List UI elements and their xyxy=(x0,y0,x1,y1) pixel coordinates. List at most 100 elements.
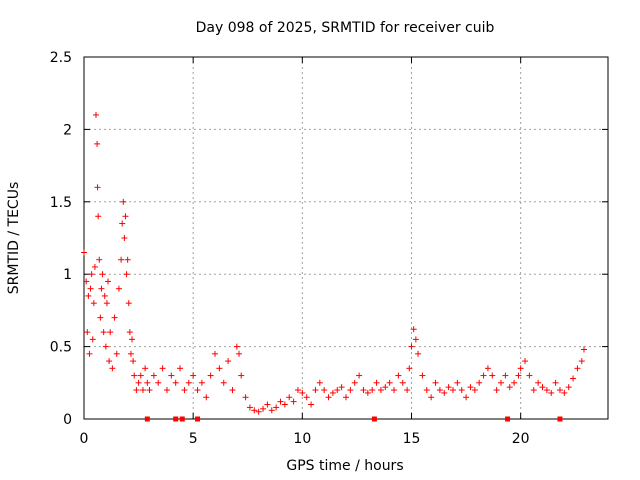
data-point xyxy=(570,375,577,382)
data-point xyxy=(502,372,509,379)
data-point xyxy=(436,387,443,394)
data-point xyxy=(535,379,542,386)
data-point xyxy=(89,336,96,343)
data-point xyxy=(242,394,249,401)
x-tick-labels: 0 5 10 15 20 xyxy=(80,431,530,447)
data-point xyxy=(142,365,149,372)
data-point xyxy=(316,379,323,386)
data-point xyxy=(113,350,120,357)
y-axis-label: SRMTID / TECUs xyxy=(6,182,22,295)
data-point xyxy=(94,184,101,191)
data-point xyxy=(86,350,93,357)
baseline-marker xyxy=(173,416,179,422)
data-point xyxy=(246,404,253,411)
data-point xyxy=(130,358,137,365)
data-point xyxy=(441,389,448,396)
data-point xyxy=(194,387,201,394)
data-point xyxy=(454,379,461,386)
data-point xyxy=(334,387,341,394)
data-point xyxy=(386,379,393,386)
data-point xyxy=(471,387,478,394)
data-point xyxy=(137,372,144,379)
data-point xyxy=(561,389,568,396)
data-point xyxy=(308,401,315,408)
data-point xyxy=(99,271,106,278)
data-point xyxy=(120,198,127,205)
data-point xyxy=(419,372,426,379)
data-point xyxy=(177,365,184,372)
data-point xyxy=(268,407,275,414)
data-point xyxy=(131,372,138,379)
series-srmtid xyxy=(81,111,587,415)
data-point xyxy=(190,372,197,379)
data-point xyxy=(449,387,456,394)
data-point xyxy=(122,213,129,220)
data-point xyxy=(574,365,581,372)
data-point xyxy=(101,292,108,299)
data-point xyxy=(356,372,363,379)
data-point xyxy=(580,346,587,353)
data-point xyxy=(109,365,116,372)
data-point xyxy=(115,285,122,292)
data-point xyxy=(578,358,585,365)
data-point xyxy=(325,394,332,401)
data-point xyxy=(94,140,101,147)
data-point xyxy=(264,401,271,408)
data-point xyxy=(212,350,218,357)
data-point xyxy=(90,300,97,307)
data-point xyxy=(463,394,470,401)
data-point xyxy=(238,372,245,379)
data-point xyxy=(552,379,559,386)
data-point xyxy=(96,256,103,263)
data-point xyxy=(93,111,100,118)
baseline-marker xyxy=(144,416,150,422)
data-point xyxy=(163,387,170,394)
data-point xyxy=(83,278,90,285)
data-point xyxy=(203,394,210,401)
data-point xyxy=(84,329,91,336)
data-point xyxy=(251,407,258,414)
x-tick-label: 0 xyxy=(80,431,89,447)
data-point xyxy=(126,329,133,336)
data-point xyxy=(382,384,389,391)
data-point xyxy=(207,372,214,379)
data-point xyxy=(329,389,336,396)
data-point xyxy=(445,384,452,391)
data-point xyxy=(493,387,500,394)
data-point xyxy=(236,350,243,357)
data-point xyxy=(395,372,402,379)
data-point xyxy=(277,398,284,405)
data-point xyxy=(98,285,105,292)
data-point xyxy=(123,271,130,278)
data-point xyxy=(106,358,113,365)
data-point xyxy=(458,387,465,394)
data-point xyxy=(515,372,522,379)
data-point xyxy=(198,379,205,386)
data-point xyxy=(129,336,136,343)
data-point xyxy=(343,394,349,401)
data-point xyxy=(294,387,301,394)
data-point xyxy=(225,358,232,365)
data-point xyxy=(107,329,114,336)
data-point xyxy=(498,379,505,386)
data-point xyxy=(412,336,419,343)
data-point xyxy=(408,343,415,350)
data-point xyxy=(517,365,524,372)
data-point xyxy=(85,292,92,299)
data-point xyxy=(220,379,227,386)
data-point xyxy=(91,263,98,270)
data-point xyxy=(360,387,367,394)
y-tick-label: 0 xyxy=(63,412,72,428)
baseline-marker xyxy=(505,416,511,422)
x-tick-label: 10 xyxy=(293,431,311,447)
data-point xyxy=(526,372,533,379)
data-point xyxy=(410,326,417,333)
data-point xyxy=(373,379,380,386)
data-point xyxy=(377,387,384,394)
data-point xyxy=(100,329,107,336)
y-tick-label: 2 xyxy=(63,122,72,138)
data-point xyxy=(118,256,125,263)
data-point xyxy=(548,389,555,396)
data-point xyxy=(369,387,376,394)
data-point xyxy=(159,365,166,372)
